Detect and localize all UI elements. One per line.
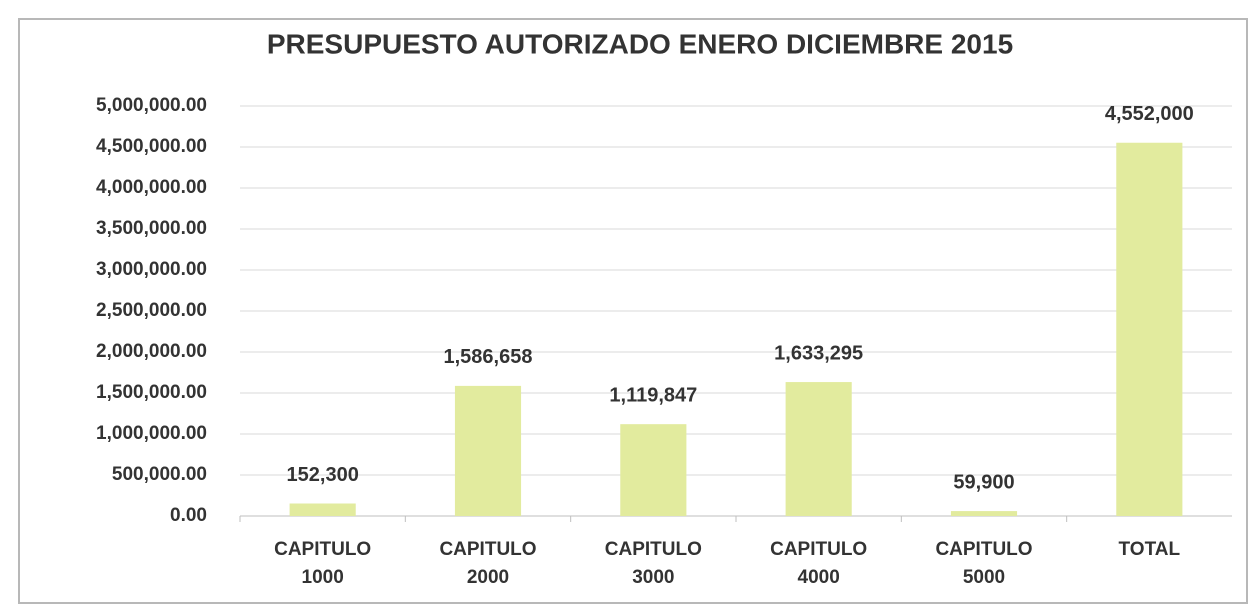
chart-frame xyxy=(18,18,1248,604)
y-tick-label: 3,000,000.00 xyxy=(96,259,207,280)
value-label: 1,119,847 xyxy=(609,384,697,406)
x-tick-label: TOTAL xyxy=(1118,539,1181,560)
value-label: 1,633,295 xyxy=(774,342,863,364)
x-tick-label: CAPITULO 1000 xyxy=(274,539,372,588)
value-label: 1,586,658 xyxy=(444,346,533,368)
y-tick-label: 0.00 xyxy=(170,505,207,526)
bar xyxy=(620,424,687,516)
y-tick-label: 2,000,000.00 xyxy=(96,341,207,362)
x-tick-label: CAPITULO 2000 xyxy=(439,539,537,588)
bar xyxy=(454,385,522,516)
value-label: 59,900 xyxy=(953,471,1014,493)
value-label: 152,300 xyxy=(287,464,359,486)
chart-title: PRESUPUESTO AUTORIZADO ENERO DICIEMBRE 2… xyxy=(267,28,1013,59)
x-tick-label: CAPITULO 5000 xyxy=(935,539,1033,588)
bar xyxy=(289,503,356,516)
bar xyxy=(1116,142,1183,516)
y-tick-label: 2,500,000.00 xyxy=(96,300,207,321)
y-tick-label: 1,000,000.00 xyxy=(96,423,207,444)
value-label: 4,552,000 xyxy=(1105,103,1194,125)
y-tick-label: 3,500,000.00 xyxy=(96,218,207,239)
x-tick-label: CAPITULO 4000 xyxy=(770,539,868,588)
y-tick-label: 4,500,000.00 xyxy=(96,136,207,157)
y-tick-label: 500,000.00 xyxy=(112,464,207,485)
y-tick-label: 5,000,000.00 xyxy=(96,95,207,116)
x-tick-label: CAPITULO 3000 xyxy=(604,539,702,588)
bar xyxy=(785,382,852,516)
y-tick-label: 4,000,000.00 xyxy=(96,177,207,198)
bar xyxy=(950,511,1018,516)
y-tick-label: 1,500,000.00 xyxy=(96,382,207,403)
